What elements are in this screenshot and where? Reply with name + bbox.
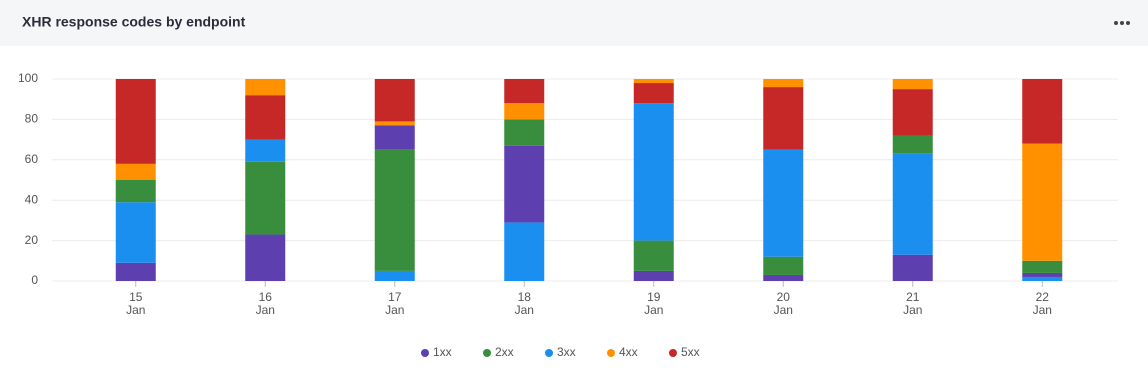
x-tick-label: 16 xyxy=(259,290,273,304)
bar-segment xyxy=(115,79,156,164)
x-tick-label: Jan xyxy=(126,303,145,317)
y-tick-label: 0 xyxy=(31,273,38,287)
bar-segment xyxy=(892,79,933,90)
legend-label: 5xx xyxy=(681,345,700,359)
x-tick-label: 15 xyxy=(129,290,143,304)
x-tick-label: 18 xyxy=(518,290,532,304)
bar-segment xyxy=(374,79,415,122)
bar-segment xyxy=(1022,276,1063,281)
legend-label: 1xx xyxy=(433,345,452,359)
bar-segment xyxy=(504,103,545,120)
menu-button[interactable] xyxy=(1114,21,1130,25)
bar-segment xyxy=(504,222,545,281)
bar-segment xyxy=(1022,143,1063,261)
bar-segment xyxy=(763,274,804,281)
bar-segment xyxy=(245,234,286,281)
y-tick-label: 60 xyxy=(25,152,39,166)
bar-segment xyxy=(763,87,804,150)
y-tick-label: 20 xyxy=(25,233,39,247)
x-tick-label: 21 xyxy=(906,290,920,304)
x-tick-label: 19 xyxy=(647,290,661,304)
legend-label: 2xx xyxy=(495,345,514,359)
legend-marker xyxy=(421,349,429,357)
bar-segment xyxy=(245,161,286,235)
y-tick-label: 40 xyxy=(25,192,39,206)
bar-segment xyxy=(633,240,674,271)
bar-segment xyxy=(1022,260,1063,273)
bar-segment xyxy=(245,79,286,96)
bar-segment xyxy=(763,256,804,275)
bar-segment xyxy=(892,135,933,154)
bar-segment xyxy=(892,153,933,255)
y-tick-label: 100 xyxy=(18,71,38,85)
bar-segment xyxy=(633,83,674,104)
chart-title: XHR response codes by endpoint xyxy=(22,14,246,30)
bar-segment xyxy=(115,262,156,281)
x-tick-label: Jan xyxy=(774,303,793,317)
bar-segment xyxy=(115,163,156,180)
x-tick-label: Jan xyxy=(385,303,404,317)
legend-label: 4xx xyxy=(619,345,638,359)
bar-segment xyxy=(1022,272,1063,277)
bar-segment xyxy=(374,270,415,281)
y-tick-label: 80 xyxy=(25,112,39,126)
bar-segment xyxy=(115,202,156,263)
bar-segment xyxy=(374,149,415,271)
bar-segment xyxy=(763,149,804,257)
x-tick-label: Jan xyxy=(903,303,922,317)
bar-segment xyxy=(892,89,933,136)
legend-marker xyxy=(607,349,615,357)
bar-segment xyxy=(115,180,156,203)
x-tick-label: Jan xyxy=(1033,303,1052,317)
bar-segment xyxy=(504,145,545,223)
bar-segment xyxy=(763,79,804,88)
bar-segment xyxy=(504,79,545,104)
legend-marker xyxy=(669,349,677,357)
bar-segment xyxy=(1022,79,1063,144)
bar-segment xyxy=(374,125,415,150)
bar-segment xyxy=(633,79,674,84)
x-tick-label: 20 xyxy=(777,290,791,304)
header-bar xyxy=(0,0,1148,46)
bar-segment xyxy=(245,139,286,162)
x-tick-label: Jan xyxy=(644,303,663,317)
legend-marker xyxy=(545,349,553,357)
x-tick-label: 22 xyxy=(1036,290,1050,304)
bar-segment xyxy=(892,254,933,281)
bar-segment xyxy=(245,95,286,140)
x-tick-label: Jan xyxy=(515,303,534,317)
bar-segment xyxy=(633,270,674,281)
bar-segment xyxy=(504,119,545,146)
bar-segment xyxy=(633,103,674,241)
legend-marker xyxy=(483,349,491,357)
legend-label: 3xx xyxy=(557,345,576,359)
bar-segment xyxy=(374,121,415,126)
x-tick-label: Jan xyxy=(256,303,275,317)
x-tick-label: 17 xyxy=(388,290,402,304)
